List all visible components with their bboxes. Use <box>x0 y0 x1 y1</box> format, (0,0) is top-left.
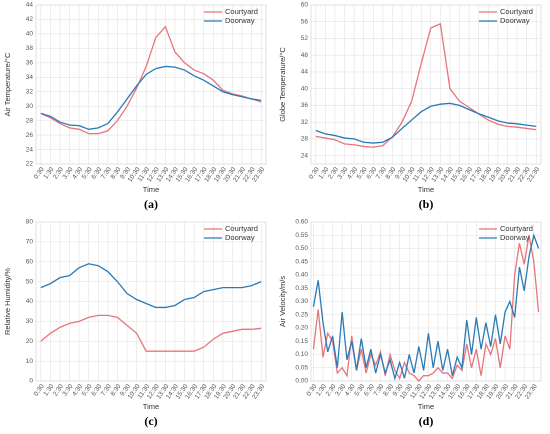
panel-label: (c) <box>144 414 157 428</box>
y-tick-label: 40 <box>301 85 309 92</box>
y-tick-label: 32 <box>301 119 309 126</box>
y-tick-label: 30 <box>26 318 34 325</box>
panel-label: (a) <box>144 197 158 211</box>
y-axis-title: Air Temperature/°C <box>3 52 12 116</box>
y-tick-label: 70 <box>26 239 34 246</box>
y-tick-label: 34 <box>26 74 34 81</box>
y-tick-label: 0.30 <box>295 298 308 305</box>
y-tick-label: 10 <box>26 358 34 365</box>
y-tick-label: 48 <box>301 52 309 59</box>
y-axis-title: Globe Temperature/°C <box>278 47 287 122</box>
y-tick-label: 42 <box>26 16 34 23</box>
y-tick-label: 24 <box>26 146 34 153</box>
y-tick-label: 30 <box>26 103 34 110</box>
legend-label: Courtyard <box>225 224 258 233</box>
panel: 242832364044485256600:301:302:303:304:30… <box>278 2 541 211</box>
panel-label: (d) <box>419 414 434 428</box>
y-tick-label: 60 <box>301 2 309 9</box>
legend-label: Courtyard <box>225 7 258 16</box>
panel: 2224262830323436384042440:301:302:303:30… <box>3 2 266 211</box>
y-tick-label: 56 <box>301 18 309 25</box>
x-axis-title: Time <box>418 402 434 411</box>
x-axis-title: Time <box>418 185 434 194</box>
series-line <box>40 65 262 130</box>
legend-label: Doorway <box>500 233 530 242</box>
y-tick-label: 0.00 <box>295 378 308 385</box>
y-tick-label: 0.20 <box>295 325 308 332</box>
y-tick-label: 0.50 <box>295 245 308 252</box>
y-tick-label: 32 <box>26 88 34 95</box>
y-tick-label: 80 <box>26 219 34 226</box>
series-line <box>40 25 262 135</box>
y-tick-label: 0.25 <box>295 311 308 318</box>
y-tick-label: 38 <box>26 45 34 52</box>
plot-area <box>35 4 267 165</box>
x-axis-title: Time <box>143 402 159 411</box>
panel: 010203040506070800:301:302:303:304:305:3… <box>3 219 266 428</box>
y-tick-label: 40 <box>26 31 34 38</box>
y-tick-label: 0.35 <box>295 285 308 292</box>
y-tick-label: 0.15 <box>295 338 308 345</box>
x-axis-title: Time <box>143 185 159 194</box>
series-line <box>40 314 262 352</box>
y-axis-title: Air Velocity/m/s <box>278 276 287 328</box>
series-line <box>312 232 540 381</box>
y-tick-label: 0.55 <box>295 232 308 239</box>
series-line <box>315 102 537 144</box>
y-tick-label: 0.45 <box>295 258 308 265</box>
plot-area <box>310 4 542 165</box>
series-line <box>315 22 537 148</box>
y-tick-label: 36 <box>301 102 309 109</box>
y-tick-label: 22 <box>26 161 34 168</box>
y-tick-label: 52 <box>301 35 309 42</box>
legend-label: Doorway <box>225 16 255 25</box>
legend-label: Doorway <box>225 233 255 242</box>
y-tick-label: 0.60 <box>295 219 308 226</box>
panel: 0.00 0.05 0.10 0.15 0.20 0.25 0.30 0.35 0.40 0.45… <box>278 219 542 428</box>
legend-label: Courtyard <box>500 224 533 233</box>
y-tick-label: 40 <box>26 298 34 305</box>
y-tick-label: 0 <box>29 378 33 385</box>
y-tick-label: 60 <box>26 258 34 265</box>
y-tick-label: 36 <box>26 60 34 67</box>
y-axis-title: Relative Humidity/% <box>3 268 12 335</box>
y-tick-label: 44 <box>301 69 309 76</box>
y-tick-label: 26 <box>26 132 34 139</box>
y-tick-label: 20 <box>26 338 34 345</box>
y-tick-label: 50 <box>26 278 34 285</box>
series-line <box>40 263 262 309</box>
y-tick-label: 28 <box>26 117 34 124</box>
legend-label: Doorway <box>500 16 530 25</box>
legend-label: Courtyard <box>500 7 533 16</box>
panel-label: (b) <box>419 197 434 211</box>
y-tick-label: 0.10 <box>295 351 308 358</box>
y-tick-label: 24 <box>301 152 309 159</box>
y-tick-label: 0.40 <box>295 272 308 279</box>
y-tick-label: 0.05 <box>295 364 308 371</box>
y-tick-label: 28 <box>301 136 309 143</box>
y-tick-label: 44 <box>26 2 34 9</box>
